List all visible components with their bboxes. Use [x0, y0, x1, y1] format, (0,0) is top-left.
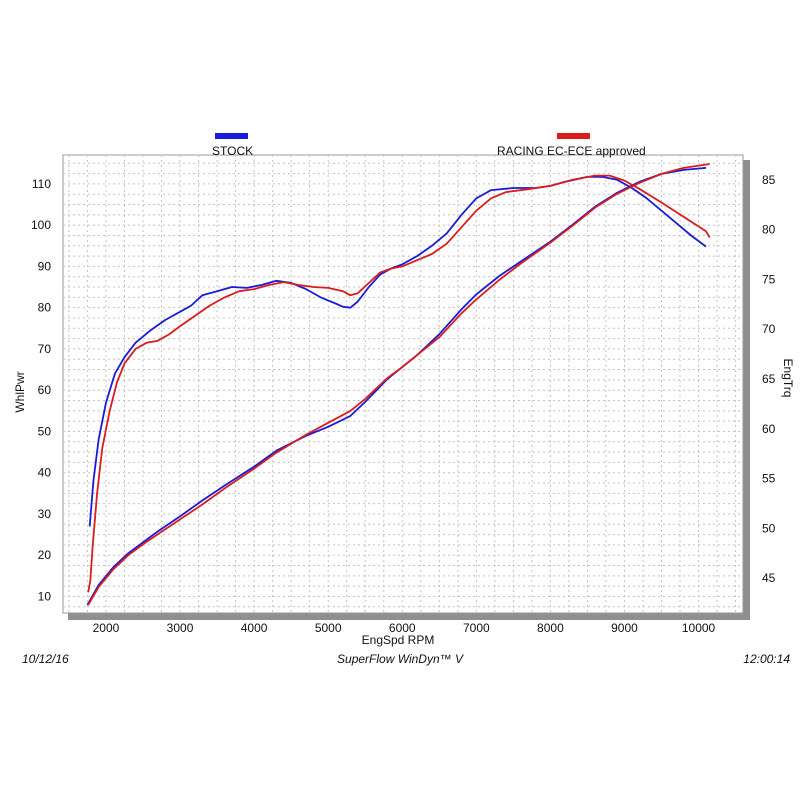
- right-tick-label: 85: [762, 173, 776, 187]
- legend-swatch-stock: [215, 133, 248, 139]
- left-tick-label: 50: [38, 424, 52, 438]
- right-tick-label: 45: [762, 571, 776, 585]
- x-tick-label: 7000: [463, 621, 490, 635]
- left-tick-label: 30: [38, 507, 52, 521]
- x-tick-label: 5000: [315, 621, 342, 635]
- plot-area: [62, 154, 744, 614]
- x-tick-label: 9000: [611, 621, 638, 635]
- left-tick-label: 80: [38, 301, 52, 315]
- left-tick-label: 70: [38, 342, 52, 356]
- left-tick-label: 90: [38, 259, 52, 273]
- right-tick-label: 65: [762, 372, 776, 386]
- left-tick-label: 110: [32, 177, 51, 191]
- legend: STOCK RACING EC-ECE approved: [212, 133, 646, 158]
- power-line-racing-ec-ece-approved: [87, 174, 711, 593]
- right-tick-label: 70: [762, 322, 776, 336]
- right-axis-ticks: 45 50 55 60 65 70 75 80 85: [762, 173, 776, 585]
- left-tick-label: 20: [38, 548, 52, 562]
- right-tick-label: 75: [762, 272, 776, 286]
- left-tick-label: 40: [38, 466, 52, 480]
- right-tick-label: 50: [762, 521, 776, 535]
- x-tick-label: 2000: [93, 621, 120, 635]
- right-axis-title: EngTrq: [781, 359, 795, 398]
- left-axis-title: WhlPwr: [13, 371, 27, 412]
- footer-date: 10/12/16: [22, 652, 69, 666]
- left-tick-label: 10: [38, 589, 52, 603]
- footer-software: SuperFlow WinDyn™ V: [337, 652, 463, 666]
- right-tick-label: 55: [762, 472, 776, 486]
- x-tick-label: 10000: [682, 621, 716, 635]
- footer-time: 12:00:14: [743, 652, 790, 666]
- grid: [63, 155, 743, 613]
- left-axis-ticks: 10 20 30 40 50 60 70 80 90 100 110: [31, 177, 51, 604]
- x-tick-label: 8000: [537, 621, 564, 635]
- x-tick-label: 3000: [167, 621, 194, 635]
- x-tick-label: 4000: [241, 621, 268, 635]
- legend-label-racing: RACING EC-ECE approved: [497, 144, 646, 158]
- right-tick-label: 60: [762, 422, 776, 436]
- left-tick-label: 60: [38, 383, 52, 397]
- x-axis-ticks: 2000 3000 4000 5000 6000 7000 8000 9000 10000: [93, 621, 716, 635]
- torque-line-racing-ec-ece-approved: [87, 163, 710, 606]
- legend-swatch-racing: [557, 133, 590, 139]
- x-axis-title: EngSpd RPM: [362, 633, 435, 647]
- left-tick-label: 100: [31, 218, 51, 232]
- right-tick-label: 80: [762, 223, 776, 237]
- x-tick-label: 6000: [389, 621, 416, 635]
- series-lines: [86, 163, 711, 606]
- legend-label-stock: STOCK: [212, 144, 253, 158]
